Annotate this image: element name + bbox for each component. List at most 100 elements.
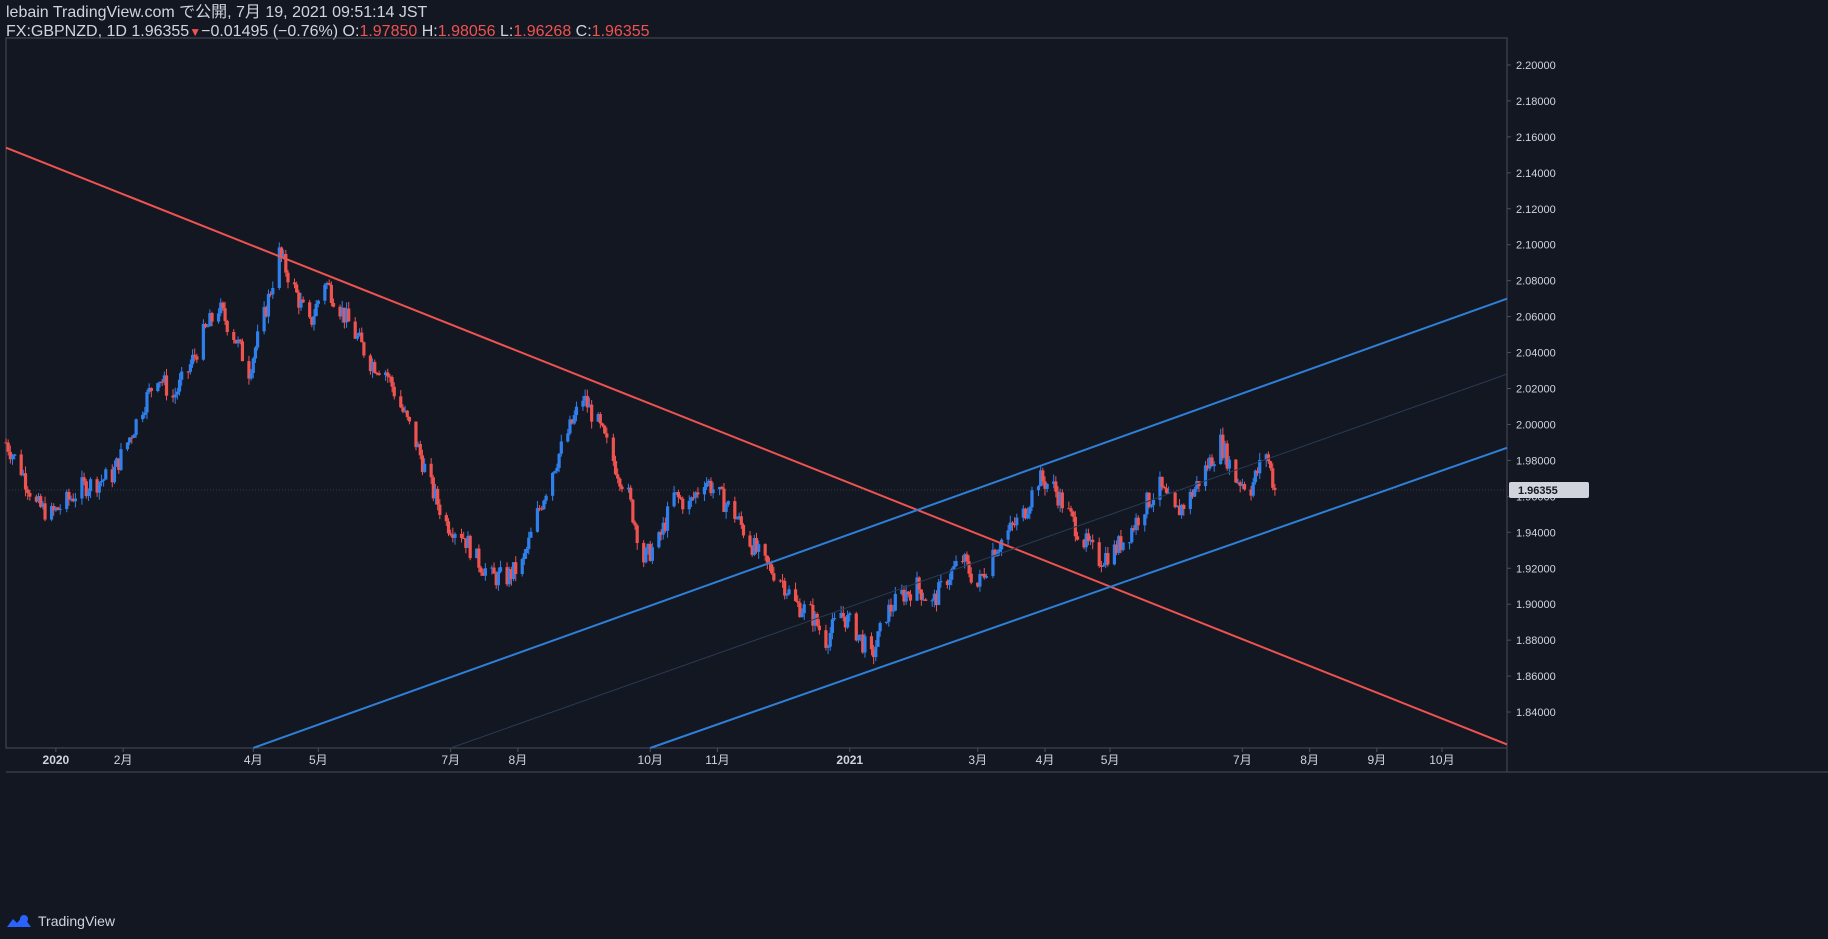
ohlc-line: FX:GBPNZD, 1D 1.96355▼−0.01495 (−0.76%) … <box>6 22 650 42</box>
candle-body <box>310 317 314 325</box>
candle-body <box>733 501 737 519</box>
trend-line-blue-2[interactable] <box>649 446 1508 749</box>
candle-body <box>1010 522 1015 524</box>
symbol-label[interactable]: FX:GBPNZD, 1D <box>6 23 127 40</box>
candle-body <box>180 371 184 380</box>
candle-body <box>1190 491 1195 497</box>
candle-body <box>162 375 166 383</box>
candle-body <box>1251 482 1255 496</box>
candle-body <box>828 632 832 647</box>
candle-body <box>414 421 418 448</box>
candle-body <box>613 461 618 475</box>
time-tick-label: 10月 <box>638 753 663 767</box>
candle-body <box>1249 489 1253 496</box>
trend-line-red-0[interactable] <box>5 146 1508 746</box>
candle-body <box>919 589 923 600</box>
candle-body <box>195 356 199 360</box>
candle-body <box>128 437 132 443</box>
candle-body <box>256 331 260 348</box>
candle-body <box>373 362 377 373</box>
candle-body <box>39 496 43 507</box>
candle-body <box>1188 491 1192 510</box>
candle-body <box>468 535 472 559</box>
candle-body <box>705 483 709 488</box>
candle-body <box>859 634 863 636</box>
candle-body <box>876 631 880 647</box>
candle-body <box>1258 459 1262 474</box>
candle-body <box>555 467 559 472</box>
candle-body <box>741 524 746 536</box>
candle-body <box>1084 533 1088 548</box>
candle-body <box>809 604 813 606</box>
candle-body <box>1234 459 1238 483</box>
footer-brand[interactable]: TradingView <box>6 911 115 931</box>
candle-body <box>464 538 468 548</box>
candle-body <box>939 581 943 583</box>
candle-body <box>301 299 305 303</box>
candle-body <box>271 288 275 295</box>
candle-body <box>423 463 427 473</box>
time-axis[interactable]: 2020 2月 4月 5月 7月 8月 10月 11月 2021 3月 4月 5月 7月 8月 9月 10月 <box>43 748 1455 767</box>
candle-body <box>752 538 756 555</box>
candle-body <box>902 589 906 602</box>
candle-body <box>266 293 271 317</box>
last-price: 1.96355 <box>131 23 190 40</box>
candle-body <box>490 567 494 569</box>
candle-body <box>893 593 897 611</box>
candle-body <box>1236 482 1240 484</box>
tradingview-logo-icon <box>7 915 31 927</box>
candle-body <box>572 415 576 424</box>
candle-body <box>1151 499 1156 506</box>
candle-body <box>1193 488 1197 497</box>
candle-body <box>479 567 483 573</box>
candle-body <box>269 293 273 295</box>
price-tick-label: 2.16000 <box>1516 132 1556 144</box>
candle-body <box>696 492 700 495</box>
candle-body <box>438 504 442 516</box>
candle-body <box>841 612 845 617</box>
candle-body <box>1043 481 1047 489</box>
candle-body <box>633 522 637 526</box>
candle-body <box>524 548 529 554</box>
candle-body <box>117 458 121 470</box>
candle-body <box>917 577 921 590</box>
candle-body <box>453 533 457 538</box>
trend-line-blue-1[interactable] <box>252 297 1508 749</box>
candle-body <box>765 555 769 563</box>
candle-body <box>596 414 600 422</box>
candle-body <box>542 500 546 510</box>
candle-body <box>783 580 787 596</box>
candle-body <box>874 646 878 658</box>
candle-body <box>420 455 425 473</box>
trend-lines-layer[interactable] <box>5 146 1508 749</box>
candle-body <box>401 407 405 412</box>
price-tick-label: 1.90000 <box>1516 599 1556 611</box>
candle-body <box>839 612 843 619</box>
open-label: O: <box>342 23 360 40</box>
candle-body <box>976 582 980 587</box>
candle-body <box>164 375 169 396</box>
candle-body <box>587 404 592 408</box>
candle-body <box>817 625 822 631</box>
candle-body <box>763 544 767 556</box>
candle-body <box>1127 542 1132 544</box>
candle-body <box>924 599 928 601</box>
candle-body <box>505 567 509 585</box>
candle-body <box>1036 486 1041 491</box>
chart-header: lebain TradingView.com で公開, 7月 19, 2021 … <box>6 3 650 42</box>
candle-body <box>963 554 967 562</box>
candle-body <box>1147 492 1151 507</box>
candle-body <box>1271 468 1275 488</box>
candle-body <box>581 400 585 407</box>
candle-body <box>481 572 485 576</box>
candle-body <box>210 313 214 322</box>
candle-body <box>891 610 895 612</box>
candle-body <box>681 498 685 510</box>
candle-body <box>125 442 130 450</box>
candle-body <box>177 379 182 392</box>
trend-line-faint-3[interactable] <box>450 373 1508 749</box>
price-axis[interactable]: 2.20000 2.18000 2.16000 2.14000 2.12000 2.100… <box>1507 60 1589 719</box>
candle-body <box>900 589 904 594</box>
candle-body <box>676 492 681 498</box>
